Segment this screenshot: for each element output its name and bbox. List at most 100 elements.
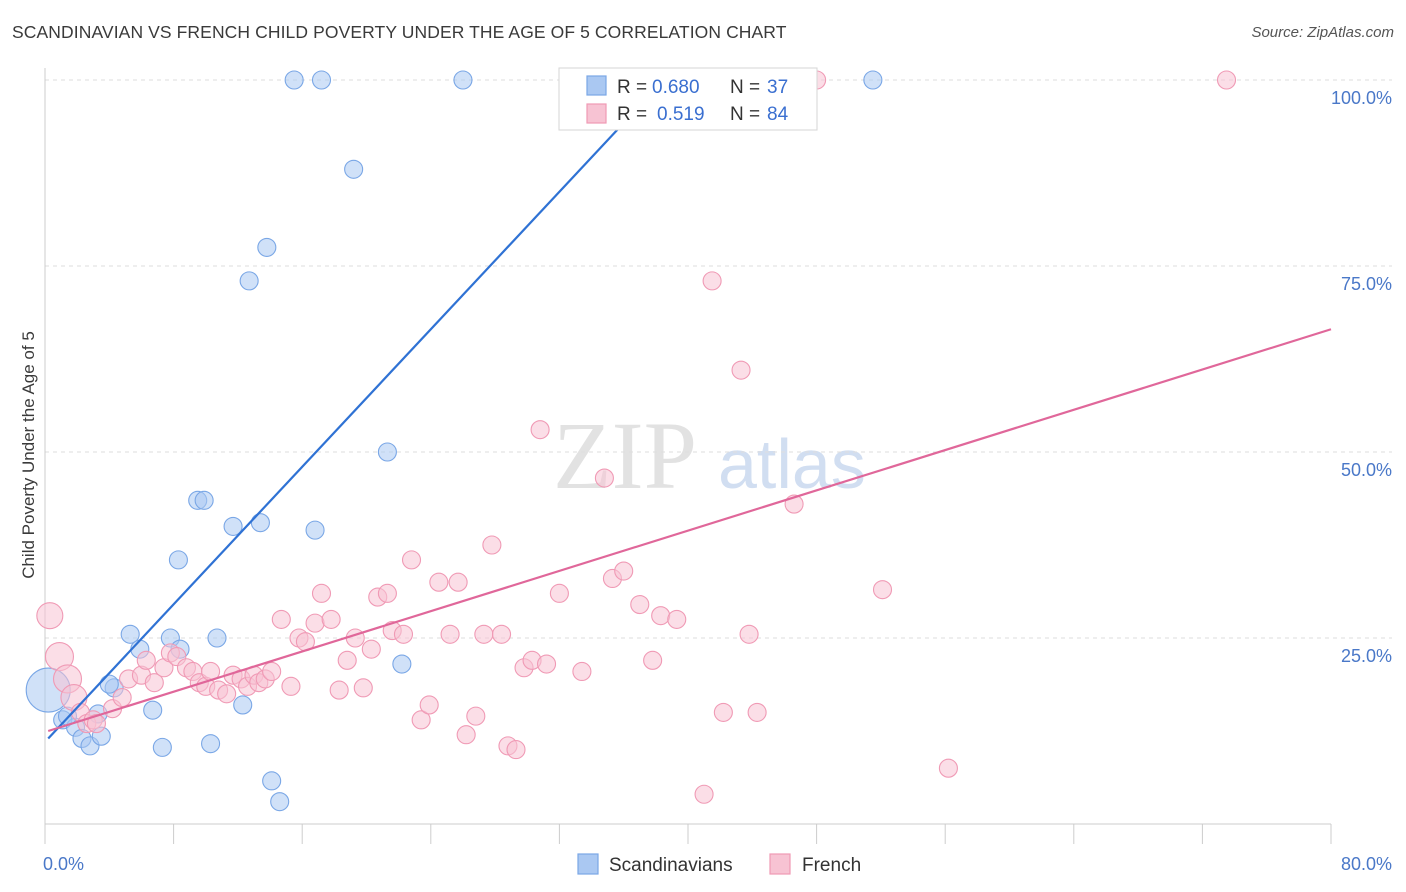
french-point [549,583,569,603]
french-point [311,583,332,603]
french-point [651,606,671,626]
y-tick-label-75: 75.0% [1341,274,1392,294]
stats-r-label-french: R = [617,104,647,125]
french-point [536,654,557,674]
y-tick-label-100: 100.0% [1331,88,1392,108]
french-point [345,628,365,648]
stats-n-label-french: N = [730,104,760,125]
grid-lines [44,68,1392,639]
french-point [429,572,449,592]
x-tick-labels: 0.0% 80.0% [43,854,1392,874]
legend-label-french: French [802,855,861,876]
stats-r-value-french: 0.519 [657,104,705,125]
french-point [136,650,156,670]
scandinavians-point [207,628,227,648]
stats-n-label-scandinavians: N = [730,77,760,98]
scandinavians-point [233,695,253,715]
french-point [713,702,733,722]
stats-swatch-french [586,103,607,124]
scandinavians-point [99,674,119,694]
french-point [440,624,460,644]
y-axis-title: Child Poverty Under the Age of 5 [19,331,38,579]
french-point [667,609,687,629]
french-point [262,661,282,682]
trend-lines [47,79,1332,740]
french-point [337,650,357,670]
french-point [747,702,767,722]
french-point [353,678,373,698]
french-point [271,609,291,629]
scandinavians-point [257,237,277,257]
french-point [506,740,526,760]
chart-source: Source: ZipAtlas.com [1251,24,1394,41]
scandinavians-point [392,654,412,674]
french-point [694,784,714,804]
scandinavians-point [305,520,325,540]
chart-title: SCANDINAVIAN VS FRENCH CHILD POVERTY UND… [12,22,787,42]
french-point [361,639,381,659]
french-point [36,602,64,630]
french-point [530,420,550,440]
legend-swatch-scandinavians [577,853,599,875]
french-point [321,609,341,629]
french-point [456,725,476,745]
french-point [377,583,397,603]
scandinavians-point [143,700,163,720]
french-point [643,650,663,670]
legend-swatch-french [769,853,791,875]
french-point [466,706,486,726]
series-legend: Scandinavians French [577,853,861,876]
french-point [614,561,634,581]
scandinavians-point [453,70,473,90]
french-point [482,535,502,555]
french-point [474,624,494,644]
stats-n-value-french: 84 [767,104,789,125]
stats-swatch-scandinavians [586,75,607,96]
scandinavians-point [201,734,221,754]
french-point [419,695,439,715]
x-tick-label-min: 0.0% [43,854,84,874]
french-point [938,758,958,778]
y-tick-label-25: 25.0% [1341,646,1392,666]
french-point [217,684,237,704]
french-point [401,550,422,570]
french-trend-line [47,328,1332,733]
scandinavians-point [270,792,290,812]
stats-r-value-scandinavians: 0.680 [652,77,700,98]
scandinavians-point [223,516,243,536]
french-point [305,613,325,633]
french-point [144,673,164,693]
french-point [702,271,722,291]
french-point [594,468,614,488]
french-point [491,624,512,644]
scandinavians-point [152,737,172,757]
french-point [1216,70,1237,90]
french-point [731,360,751,380]
stats-r-label-scandinavians: R = [617,77,647,98]
scandinavians-point [250,513,270,533]
french-point [630,594,650,615]
y-tick-label-50: 50.0% [1341,460,1392,480]
scandinavians-point [239,271,259,291]
x-tick-label-max: 80.0% [1341,854,1392,874]
scandinavians-point [344,159,364,179]
scandinavians-point [377,442,397,462]
french-points [36,70,1237,804]
french-point [872,580,893,600]
french-point [86,714,106,734]
scandinavians-point [262,771,282,791]
french-point [739,624,759,644]
french-point [572,661,592,682]
scandinavians-point [284,70,304,90]
scandinavians-point [168,550,188,570]
scandinavians-point [311,70,332,90]
french-point [112,687,132,708]
scandinavians-point [194,490,214,510]
watermark-atlas: atlas [718,425,866,503]
scandinavians-point [863,70,883,90]
stats-n-value-scandinavians: 37 [767,77,788,98]
french-point [393,624,414,644]
french-point [448,572,468,592]
french-point [281,676,301,696]
